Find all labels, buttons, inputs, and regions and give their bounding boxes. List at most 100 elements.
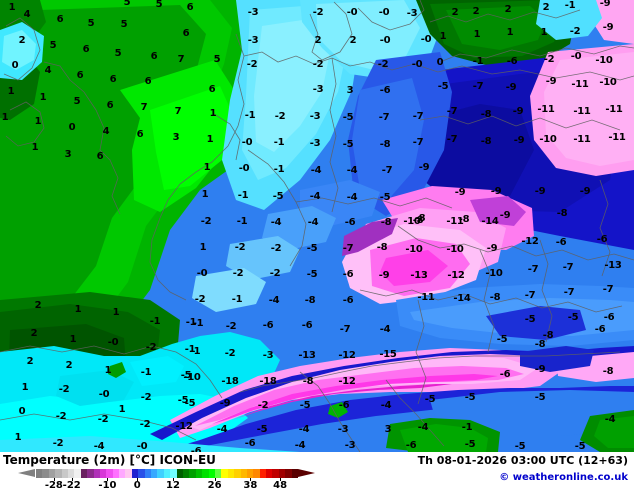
colorbar-segment [119,469,126,478]
temperature-value-label: -6 [379,85,391,96]
temperature-value-label: -6 [596,234,608,245]
temperature-value-label: 5 [155,0,163,10]
colorbar-segment [285,469,292,478]
temperature-value-label: 7 [174,106,182,117]
colorbar-tick-label: -22 [62,480,81,490]
temperature-value-label: -3 [312,84,324,95]
temperature-value-label: -11 [537,104,555,115]
temperature-value-label: -8 [542,330,554,341]
temperature-value-label: -8 [556,208,568,219]
temperature-value-label: -2 [312,59,324,70]
temperature-value-label: -9 [486,243,498,254]
temperature-value-label: -1 [189,346,201,357]
temperature-value-label: 1 [74,304,82,315]
temperature-value-label: -9 [599,0,611,9]
temperature-value-label: -4 [294,440,306,451]
temperature-value-label: -6 [190,446,202,453]
colorbar-segment [157,469,164,478]
temperature-value-label: -2 [377,59,389,70]
temperature-value-label: -10 [599,77,617,88]
temperature-value-label: -5 [424,394,436,405]
temperature-value-label: -2 [140,392,152,403]
temperature-value-label: 5 [120,19,128,30]
temperature-value-label: 2 [472,6,480,17]
temperature-value-label: 0 [436,57,444,68]
temperature-value-label: 3 [172,132,180,143]
colorbar-legend: -28 -22 -10 0 12 26 38 48 [18,469,318,490]
temperature-value-label: -3 [247,7,259,18]
colorbar-segment [99,469,107,478]
temperature-value-label: -5 [567,312,579,323]
colorbar-segment [291,469,299,478]
temperature-field [0,0,634,452]
colorbar-tick-label: 12 [165,480,180,490]
temperature-value-label: -6 [405,440,417,451]
colorbar-segment [125,469,132,478]
temperature-value-label: -10 [595,55,613,66]
colorbar-segment [182,469,190,478]
temperature-value-label: 1 [69,334,77,345]
temperature-value-label: -2 [55,411,67,422]
temperature-value-label: -6 [506,56,518,67]
temperature-value-label: -4 [298,424,310,435]
temperature-value-label: -9 [534,364,546,375]
temperature-value-label: -4 [268,295,280,306]
colorbar-segment [42,469,49,478]
temperature-value-label: -9 [579,186,591,197]
temperature-value-label: -0 [241,137,253,148]
temperature-value-label: 2 [18,35,26,46]
colorbar-tick [280,478,282,481]
temperature-value-label: 1 [439,31,447,42]
temperature-value-label: -5 [379,192,391,203]
temperature-value-label: 3 [346,85,354,96]
colorbar-segment [208,469,215,478]
temperature-value-label: -2 [569,26,581,37]
temperature-value-label: -5 [464,392,476,403]
colorbar-tick-label: -28 [44,480,63,490]
temperature-value-label: -11 [573,106,591,117]
temperature-value-label: 6 [182,28,190,39]
temperature-value-label: -1 [564,0,576,11]
temperature-value-label: 1 [34,116,42,127]
temperature-value-label: 1 [540,27,548,38]
temperature-value-label: -6 [594,324,606,335]
temperature-value-label: -5 [177,395,189,406]
colorbar-tick [107,478,109,481]
colorbar-segment [144,469,152,478]
temperature-value-label: -4 [346,192,358,203]
temperature-value-label: 6 [150,51,158,62]
temperature-value-label: -8 [412,215,424,226]
temperature-value-label: -12 [447,270,465,281]
temperature-value-label: 2 [314,35,322,46]
temperature-value-label: -1 [461,422,473,433]
colorbar-segment [106,469,113,478]
temperature-value-label: -4 [310,165,322,176]
temperature-value-label: -7 [412,137,424,148]
temperature-value-label: -5 [514,441,526,452]
colorbar-segment [48,469,56,478]
colorbar-over-arrow [298,469,315,477]
temperature-value-label: 1 [506,27,514,38]
temperature-value-label: -5 [342,112,354,123]
temperature-value-label: -3 [337,424,349,435]
colorbar-segment [67,469,75,478]
temperature-value-label: -18 [221,376,239,387]
temperature-value-label: -6 [603,312,615,323]
temperature-value-label: -6 [555,237,567,248]
temperature-value-label: -2 [257,400,269,411]
colorbar-segment [170,469,177,478]
temperature-value-label: 5 [49,40,57,51]
temperature-value-label: -0 [420,34,432,45]
temperature-value-label: -0 [379,35,391,46]
temperature-value-label: -9 [513,135,525,146]
temperature-value-label: 1 [39,92,47,103]
temperature-value-label: -7 [472,81,484,92]
temperature-value-label: 2 [65,360,73,371]
temperature-value-label: 1 [104,365,112,376]
temperature-value-label: 2 [542,2,550,13]
colorbar-tick-label: 26 [207,480,222,490]
temperature-value-label: -7 [339,324,351,335]
temperature-value-label: -5 [534,392,546,403]
